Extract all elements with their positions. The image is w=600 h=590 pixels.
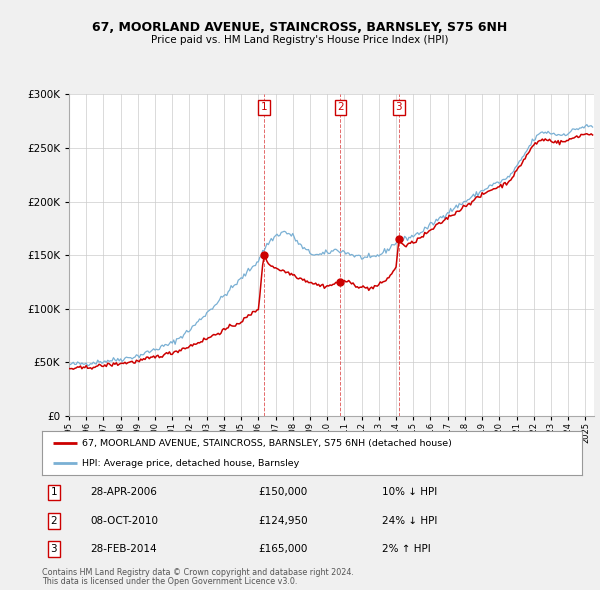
Text: 2: 2	[337, 103, 344, 113]
Text: 10% ↓ HPI: 10% ↓ HPI	[382, 487, 437, 497]
Text: HPI: Average price, detached house, Barnsley: HPI: Average price, detached house, Barn…	[83, 458, 300, 467]
Text: 2% ↑ HPI: 2% ↑ HPI	[382, 544, 431, 554]
Text: 2: 2	[50, 516, 57, 526]
Text: 3: 3	[50, 544, 57, 554]
Text: 67, MOORLAND AVENUE, STAINCROSS, BARNSLEY, S75 6NH (detached house): 67, MOORLAND AVENUE, STAINCROSS, BARNSLE…	[83, 438, 452, 448]
Text: 1: 1	[50, 487, 57, 497]
Text: Price paid vs. HM Land Registry's House Price Index (HPI): Price paid vs. HM Land Registry's House …	[151, 35, 449, 45]
Text: £124,950: £124,950	[258, 516, 308, 526]
Text: 3: 3	[395, 103, 402, 113]
Text: Contains HM Land Registry data © Crown copyright and database right 2024.: Contains HM Land Registry data © Crown c…	[42, 568, 354, 576]
Text: 28-FEB-2014: 28-FEB-2014	[91, 544, 157, 554]
Text: 28-APR-2006: 28-APR-2006	[91, 487, 157, 497]
Text: 08-OCT-2010: 08-OCT-2010	[91, 516, 158, 526]
Text: £165,000: £165,000	[258, 544, 307, 554]
Text: 1: 1	[260, 103, 267, 113]
Text: 24% ↓ HPI: 24% ↓ HPI	[382, 516, 437, 526]
Text: This data is licensed under the Open Government Licence v3.0.: This data is licensed under the Open Gov…	[42, 577, 298, 586]
Text: 67, MOORLAND AVENUE, STAINCROSS, BARNSLEY, S75 6NH: 67, MOORLAND AVENUE, STAINCROSS, BARNSLE…	[92, 21, 508, 34]
Text: £150,000: £150,000	[258, 487, 307, 497]
